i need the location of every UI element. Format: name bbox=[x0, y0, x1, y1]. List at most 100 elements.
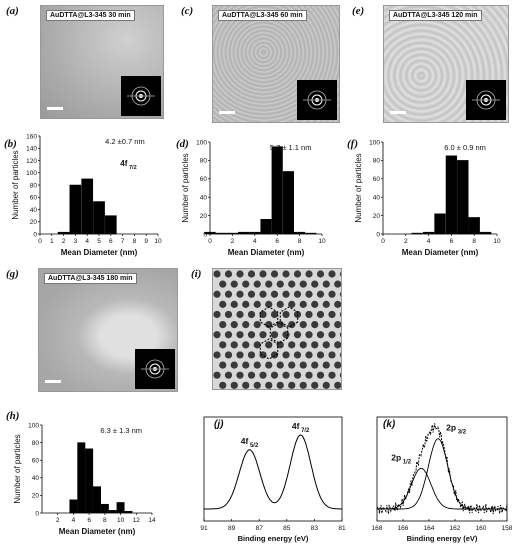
nanoparticle-dot bbox=[253, 280, 261, 288]
x-tick-label: 87 bbox=[256, 525, 264, 532]
x-tick-label: 2 bbox=[231, 238, 235, 245]
nanoparticle-dot bbox=[288, 381, 296, 389]
x-tick-label: 89 bbox=[228, 525, 236, 532]
y-tick-label: 100 bbox=[26, 170, 37, 177]
x-tick-label: 158 bbox=[502, 525, 513, 532]
panel-letter-f: (f) bbox=[347, 138, 358, 150]
fit-component bbox=[377, 438, 507, 510]
x-tick-label: 8 bbox=[472, 238, 476, 245]
scale-bar bbox=[390, 111, 406, 114]
nanoparticle-dot bbox=[236, 331, 244, 339]
x-tick-label: 0 bbox=[38, 238, 42, 245]
nanoparticle-dot bbox=[339, 291, 341, 297]
nanoparticle-dot bbox=[242, 321, 250, 329]
histogram-bar bbox=[434, 213, 446, 235]
nanoparticle-dot bbox=[293, 331, 302, 339]
histogram-b: 0 20 40 60 80 100 120 140 160 0 1 2 3 4 5 6 7 8 9 10 Mean Di… bbox=[11, 133, 162, 257]
y-tick-label: 20 bbox=[200, 213, 208, 220]
nanoparticle-dot bbox=[236, 290, 244, 298]
saed-pattern-inset bbox=[297, 80, 337, 120]
nanoparticle-dot bbox=[247, 310, 256, 319]
tem-label-g: AuDTTA@L3-345 180 min bbox=[44, 273, 137, 284]
nanoparticle-dot bbox=[276, 381, 284, 389]
nanoparticle-dot bbox=[305, 351, 313, 359]
y-tick-label: 40 bbox=[373, 195, 381, 202]
nanoparticle-dot bbox=[322, 381, 330, 389]
tem-label-e: AuDTTA@L3-345 120 min bbox=[389, 10, 482, 21]
histogram-bar bbox=[204, 231, 216, 235]
x-tick-label: 91 bbox=[200, 525, 208, 532]
nanoparticle-dot bbox=[334, 341, 341, 349]
peak-label: 4f 5/2 bbox=[241, 436, 259, 449]
nanoparticle-dot bbox=[288, 300, 296, 308]
nanoparticle-dot bbox=[293, 290, 302, 298]
x-tick-label: 6 bbox=[109, 238, 113, 245]
peak-label: 4f 7/2 bbox=[292, 421, 310, 434]
y-axis-title: Number of particles bbox=[181, 153, 190, 222]
nanoparticle-dot bbox=[328, 331, 336, 339]
nanoparticle-dot bbox=[236, 351, 244, 359]
y-tick-label: 0 bbox=[33, 231, 37, 238]
y-tick-label: 40 bbox=[30, 207, 38, 214]
nanoparticle-dot bbox=[288, 361, 296, 369]
x-axis-title: Binding energy (eV) bbox=[407, 534, 478, 543]
nanoparticle-dot bbox=[299, 341, 307, 349]
x-axis-title: Mean Diameter (nm) bbox=[402, 248, 479, 257]
nanoparticle-dot bbox=[230, 341, 238, 349]
histogram-bar bbox=[108, 510, 117, 514]
nanoparticle-dot bbox=[259, 270, 267, 278]
nanoparticle-dot bbox=[276, 341, 284, 349]
tem-image-a: AuDTTA@L3-345 30 min bbox=[40, 5, 164, 119]
nanoparticle-dot bbox=[265, 361, 273, 369]
plot-frame bbox=[376, 416, 508, 522]
nanoparticle-dot bbox=[305, 310, 313, 319]
nanoparticle-dot bbox=[299, 381, 307, 389]
histogram-bar bbox=[124, 510, 133, 514]
nanoparticle-dot bbox=[299, 321, 307, 329]
x-tick-label: 8 bbox=[133, 238, 137, 245]
histogram-bar bbox=[104, 215, 117, 235]
histogram-bar bbox=[57, 231, 70, 235]
histogram-bar bbox=[100, 503, 109, 514]
xps-spectrum-k: 168 166 164 162 160 158 Binding energy (eV) 2p … bbox=[372, 416, 513, 543]
nanoparticle-dot bbox=[311, 361, 319, 369]
tem-label-a: AuDTTA@L3-345 30 min bbox=[46, 10, 135, 21]
x-tick-label: 10 bbox=[154, 238, 162, 245]
nanoparticle-dot bbox=[299, 280, 307, 288]
nanoparticle-dot bbox=[236, 310, 244, 319]
panel-letter-e: (e) bbox=[352, 5, 365, 17]
y-tick-label: 60 bbox=[30, 195, 38, 202]
histogram-bar bbox=[422, 231, 435, 235]
y-tick-label: 40 bbox=[200, 195, 208, 202]
x-tick-label: 9 bbox=[144, 238, 148, 245]
nanoparticle-dot bbox=[224, 371, 233, 379]
nanoparticle-dot bbox=[305, 331, 313, 339]
nanoparticle-dot bbox=[276, 300, 284, 308]
nanoparticle-dot bbox=[247, 331, 256, 339]
histogram-bar bbox=[69, 499, 78, 514]
panel-letter-c: (c) bbox=[181, 5, 194, 17]
nanoparticle-dot bbox=[270, 351, 279, 359]
nanoparticle-dot bbox=[293, 371, 302, 379]
nanoparticle-dot bbox=[213, 290, 221, 298]
nanoparticle-dot bbox=[242, 300, 250, 308]
x-tick-label: 8 bbox=[298, 238, 302, 245]
nanoparticle-dot bbox=[242, 341, 250, 349]
nanoparticle-dot bbox=[253, 361, 261, 369]
saed-pattern-inset bbox=[121, 76, 161, 116]
y-tick-label: 20 bbox=[32, 493, 40, 500]
nanoparticle-dot bbox=[259, 331, 267, 339]
panel-letter-k: (k) bbox=[383, 419, 396, 430]
y-tick-label: 60 bbox=[32, 458, 40, 465]
y-axis-title: Number of particles bbox=[354, 153, 363, 222]
histogram-bar bbox=[282, 171, 294, 235]
histogram-bar bbox=[457, 160, 469, 235]
x-axis-title: Mean Diameter (nm) bbox=[61, 248, 138, 257]
nanoparticle-dot bbox=[253, 381, 261, 389]
nanoparticle-dot bbox=[219, 280, 227, 288]
x-tick-label: 1 bbox=[50, 238, 54, 245]
nanoparticle-dot bbox=[270, 310, 279, 319]
x-tick-label: 81 bbox=[338, 525, 346, 532]
y-tick-label: 140 bbox=[26, 146, 37, 153]
nanoparticle-dot bbox=[265, 381, 273, 389]
